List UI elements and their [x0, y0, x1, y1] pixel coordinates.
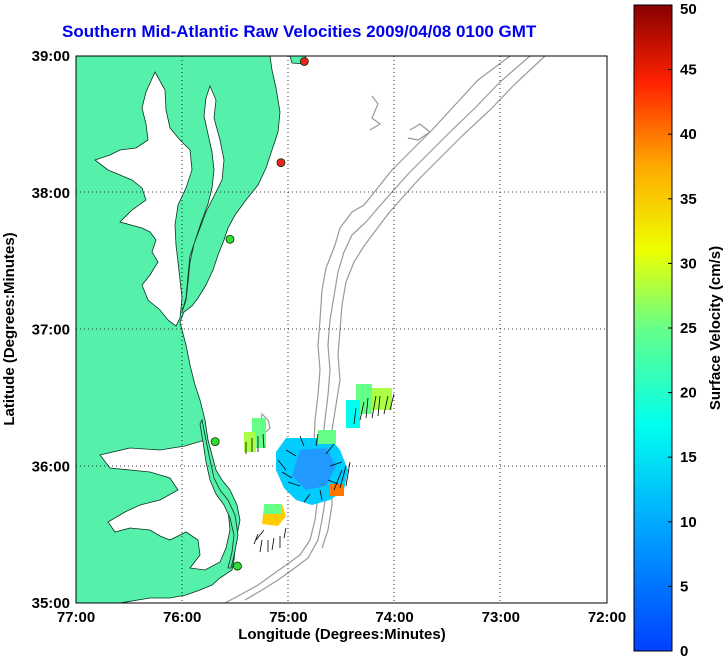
y-tick-label: 36:00: [32, 458, 70, 475]
map-title: Southern Mid-Atlantic Raw Velocities 200…: [62, 22, 537, 41]
colorbar-tick-label: 20: [680, 385, 697, 402]
chesapeake-bay: [94, 71, 193, 327]
colorbar-tick-label: 25: [680, 320, 697, 337]
colorbar-tick-label: 35: [680, 191, 697, 208]
grid-lines: [76, 56, 607, 603]
colorbar-tick-label: 15: [680, 449, 697, 466]
y-tick-label: 35:00: [32, 595, 70, 612]
colorbar-tick-label: 0: [680, 643, 688, 659]
x-axis-ticks: 77:00 76:00 75:00 74:00 73:00 72:00: [57, 609, 626, 626]
colorbar-tick-label: 5: [680, 578, 688, 595]
y-axis-ticks: 39:00 38:00 37:00 36:00 35:00: [32, 48, 70, 612]
colorbar: [633, 4, 673, 652]
y-tick-label: 38:00: [32, 185, 70, 202]
velocity-field: [244, 384, 395, 553]
x-tick-label: 72:00: [588, 609, 626, 626]
velocity-patch: [372, 388, 392, 410]
radar-stations: [210, 57, 309, 571]
colorbar-tick-label: 40: [680, 126, 697, 143]
x-tick-label: 75:00: [269, 609, 307, 626]
colorbar-label: Surface Velocity (cm/s): [707, 246, 724, 410]
radar-station-marker: [299, 57, 309, 66]
x-tick-label: 73:00: [482, 609, 520, 626]
radar-station-marker: [225, 234, 235, 244]
radar-station-marker: [276, 158, 286, 168]
y-axis-label: Latitude (Degrees:Minutes): [1, 232, 18, 425]
velocity-patch: [244, 432, 256, 452]
x-tick-label: 74:00: [375, 609, 413, 626]
y-tick-label: 37:00: [32, 322, 70, 339]
colorbar-tick-label: 10: [680, 514, 697, 531]
radar-station-marker: [210, 437, 220, 447]
y-tick-label: 39:00: [32, 48, 70, 65]
colorbar-ticks: 0 5 10 15 20 25 30 35 40 45 50: [668, 1, 697, 659]
velocity-patch: [346, 400, 360, 428]
x-axis-label: Longitude (Degrees:Minutes): [238, 626, 446, 643]
colorbar-tick-label: 30: [680, 255, 697, 272]
colorbar-tick-label: 50: [680, 1, 697, 18]
radar-station-marker: [233, 561, 242, 571]
colorbar-tick-label: 45: [680, 62, 697, 79]
x-tick-label: 76:00: [163, 609, 201, 626]
plot-frame: [75, 55, 608, 604]
x-tick-label: 77:00: [57, 609, 95, 626]
